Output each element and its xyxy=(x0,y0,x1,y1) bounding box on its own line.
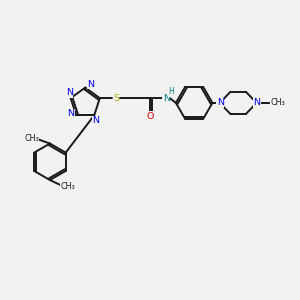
Text: CH₃: CH₃ xyxy=(61,182,76,191)
Text: N: N xyxy=(217,98,224,107)
Text: O: O xyxy=(146,112,154,121)
Text: N: N xyxy=(163,94,170,103)
Text: H: H xyxy=(169,87,174,96)
Text: N: N xyxy=(68,109,74,118)
Text: CH₃: CH₃ xyxy=(24,134,39,143)
Text: S: S xyxy=(113,94,119,103)
Text: CH₃: CH₃ xyxy=(270,98,285,107)
Text: N: N xyxy=(254,98,261,107)
Text: N: N xyxy=(87,80,94,88)
Text: N: N xyxy=(92,116,99,125)
Text: N: N xyxy=(66,88,73,98)
